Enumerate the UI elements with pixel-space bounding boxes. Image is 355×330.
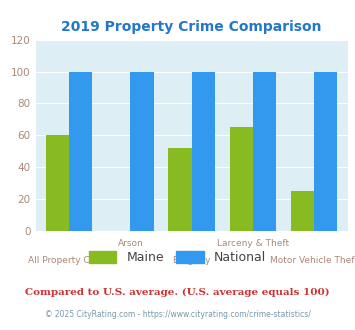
Text: All Property Crime: All Property Crime [28, 256, 110, 265]
Bar [168, 148, 192, 231]
Bar [69, 72, 92, 231]
Title: 2019 Property Crime Comparison: 2019 Property Crime Comparison [61, 20, 322, 34]
Bar [130, 72, 154, 231]
Text: © 2025 CityRating.com - https://www.cityrating.com/crime-statistics/: © 2025 CityRating.com - https://www.city… [45, 310, 310, 319]
Bar [314, 72, 338, 231]
Text: Compared to U.S. average. (U.S. average equals 100): Compared to U.S. average. (U.S. average … [25, 287, 330, 297]
Bar [46, 135, 69, 231]
Bar [230, 127, 253, 231]
Legend: Maine, National: Maine, National [84, 246, 271, 269]
Text: Arson: Arson [118, 239, 143, 248]
Text: Larceny & Theft: Larceny & Theft [217, 239, 289, 248]
Text: Burglary: Burglary [173, 256, 211, 265]
Bar [253, 72, 276, 231]
Bar [192, 72, 215, 231]
Bar [291, 191, 314, 231]
Text: Motor Vehicle Theft: Motor Vehicle Theft [270, 256, 355, 265]
